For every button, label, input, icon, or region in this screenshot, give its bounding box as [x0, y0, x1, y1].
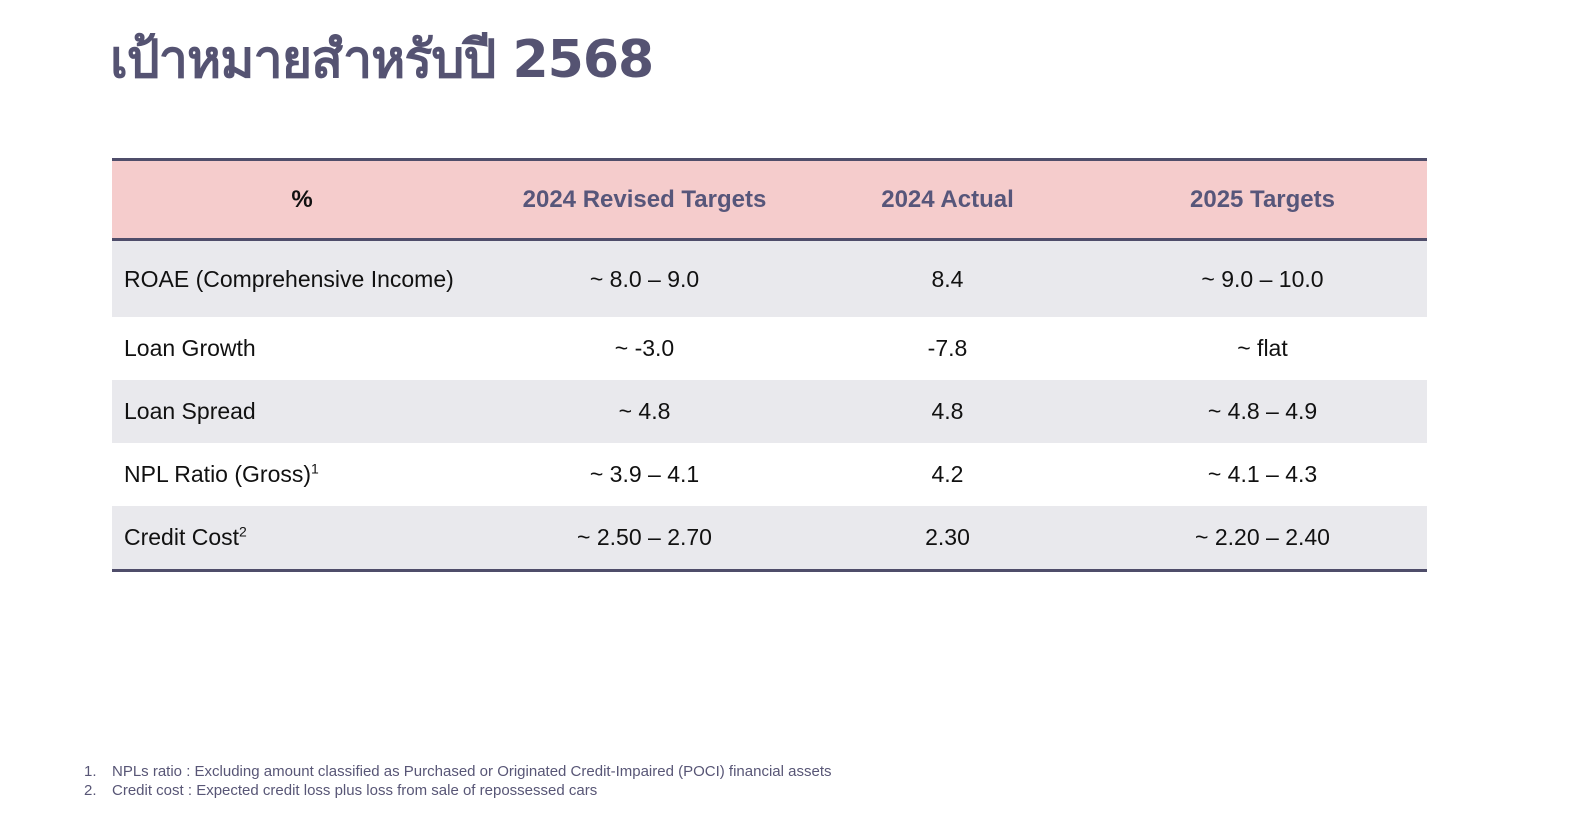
footnotes: 1. NPLs ratio : Excluding amount classif…	[84, 762, 831, 800]
footnote-text: NPLs ratio : Excluding amount classified…	[112, 763, 832, 780]
metric-name: ROAE (Comprehensive Income)	[124, 265, 454, 292]
table-row: Loan Spread ~ 4.8 4.8 ~ 4.8 – 4.9	[112, 380, 1427, 443]
header-targets: 2025 Targets	[1098, 159, 1427, 241]
table-row: ROAE (Comprehensive Income) ~ 8.0 – 9.0 …	[112, 239, 1427, 317]
footnote: 1. NPLs ratio : Excluding amount classif…	[84, 762, 831, 781]
actual-value: 4.2	[931, 461, 964, 487]
footnote-number: 2.	[84, 782, 97, 799]
footnote: 2. Credit cost : Expected credit loss pl…	[84, 781, 831, 800]
page-title: เป้าหมายสำหรับปี 2568	[110, 30, 654, 90]
footnote-marker: 1	[311, 460, 319, 477]
targets-table: % 2024 Revised Targets 2024 Actual 2025 …	[112, 158, 1427, 572]
metric-name: Loan Spread	[124, 398, 256, 424]
target-value: ~ 4.8 – 4.9	[1207, 398, 1318, 424]
target-value: ~ 9.0 – 10.0	[1201, 265, 1324, 292]
table-header-row: % 2024 Revised Targets 2024 Actual 2025 …	[112, 159, 1427, 241]
target-value: ~ 2.20 – 2.40	[1195, 524, 1330, 550]
footnote-text: Credit cost : Expected credit loss plus …	[112, 782, 598, 799]
target-value: ~ flat	[1237, 335, 1288, 361]
revised-target-value: ~ 3.9 – 4.1	[589, 461, 700, 487]
revised-target-value: ~ 8.0 – 9.0	[589, 265, 700, 292]
table-row: NPL Ratio (Gross)1 ~ 3.9 – 4.1 4.2 ~ 4.1…	[112, 443, 1427, 506]
revised-target-value: ~ 2.50 – 2.70	[577, 524, 712, 550]
metric-name: NPL Ratio (Gross)1	[124, 460, 319, 487]
metric-name: Loan Growth	[124, 335, 256, 361]
actual-value: -7.8	[927, 335, 968, 361]
metric-name: Credit Cost2	[124, 523, 247, 550]
header-revised-targets: 2024 Revised Targets	[492, 159, 797, 241]
actual-value: 8.4	[931, 265, 964, 292]
actual-value: 4.8	[931, 398, 964, 424]
table-row: Loan Growth ~ -3.0 -7.8 ~ flat	[112, 317, 1427, 380]
revised-target-value: ~ -3.0	[614, 335, 675, 361]
table-row: Credit Cost2 ~ 2.50 – 2.70 2.30 ~ 2.20 –…	[112, 506, 1427, 571]
actual-value: 2.30	[925, 524, 970, 550]
header-actual: 2024 Actual	[797, 159, 1098, 241]
footnote-number: 1.	[84, 763, 97, 780]
header-unit: %	[112, 159, 492, 241]
revised-target-value: ~ 4.8	[618, 398, 671, 424]
footnote-marker: 2	[239, 523, 247, 540]
target-value: ~ 4.1 – 4.3	[1207, 461, 1318, 487]
